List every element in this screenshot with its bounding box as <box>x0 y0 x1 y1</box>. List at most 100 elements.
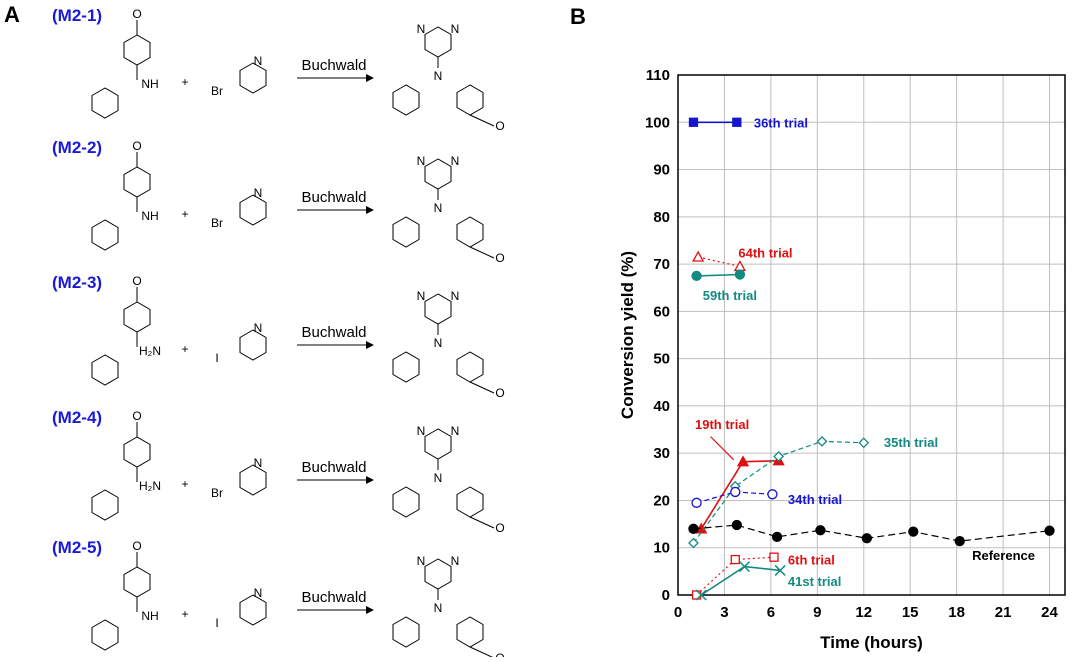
reactant1-ring-bottom <box>91 489 119 521</box>
y-tick-label: 70 <box>653 256 670 273</box>
series-line <box>696 273 740 277</box>
data-point <box>954 535 965 547</box>
reactant1-ring-top <box>123 34 151 66</box>
data-point <box>858 437 870 449</box>
reactant2-ring <box>239 62 267 94</box>
x-axis-title: Time (hours) <box>820 633 923 652</box>
product-methoxy-bond <box>469 246 495 259</box>
series-label: Reference <box>972 548 1035 563</box>
product-phenyl-ring <box>392 351 420 383</box>
product-methoxy-o: O <box>495 386 504 400</box>
x-tick-label: 15 <box>902 604 919 621</box>
reactant1-ring-top <box>123 166 151 198</box>
x-tick-label: 18 <box>948 604 965 621</box>
product-ring-n-label-2: N <box>451 289 460 303</box>
product-anisyl-ring <box>456 216 484 248</box>
reactant1-ring-bottom <box>91 219 119 251</box>
series-label: 64th trial <box>738 245 792 260</box>
data-point <box>736 455 750 467</box>
reaction-arrow-head <box>366 74 374 82</box>
product-pyrimidine-ring <box>424 558 452 590</box>
product-ring-n-label: N <box>417 22 426 36</box>
series-36th-trial: 36th trial <box>688 115 808 130</box>
product-amine-n: N <box>434 69 443 83</box>
product-ring-n-label-2: N <box>451 424 460 438</box>
reactant1-group-label: NH <box>141 609 158 623</box>
reagent-label: Buchwald <box>301 324 366 341</box>
data-point <box>773 451 785 462</box>
product-ring-n-label: N <box>417 289 426 303</box>
product-methoxy-o: O <box>495 251 504 265</box>
reaction-scheme-panel: A (M2-1) O NH + N Br Buchwald N N N O (M2-2) O NH + N Br… <box>4 2 505 662</box>
reaction-label: (M2-4) <box>52 408 102 427</box>
series-64th-trial: 64th trial <box>692 245 793 272</box>
product-phenyl-ring <box>392 486 420 518</box>
x-tick-label: 9 <box>813 604 821 621</box>
data-point <box>771 531 783 543</box>
reactant2-group-label: I <box>215 616 218 630</box>
series-reference: Reference <box>688 519 1055 563</box>
data-point <box>815 525 826 536</box>
product-methoxy-o: O <box>495 521 504 535</box>
data-point <box>739 561 751 573</box>
reactant2-ring <box>239 594 267 626</box>
reactant2-group-label: Br <box>211 84 223 98</box>
plot-frame <box>677 74 1066 596</box>
panel-b-letter: B <box>570 4 586 29</box>
data-point <box>861 533 873 544</box>
data-point <box>692 250 705 262</box>
product-methoxy-bond <box>469 114 495 127</box>
ring-n-label: N <box>254 321 263 335</box>
series-19th-trial: 19th trial <box>695 417 785 534</box>
data-point <box>816 435 828 447</box>
product-methoxy-bond <box>469 381 495 394</box>
reaction-arrow-head <box>366 476 374 484</box>
annotation-arrow <box>710 436 735 461</box>
series-label: 36th trial <box>754 115 808 130</box>
y-axis-title: Conversion yield (%) <box>618 251 637 419</box>
methoxy-o-label: O <box>132 409 141 423</box>
ring-n-label: N <box>254 186 263 200</box>
methoxy-o-label: O <box>132 7 141 21</box>
product-anisyl-ring <box>456 486 484 518</box>
data-point <box>688 117 699 127</box>
product-pyrimidine-ring <box>424 158 452 190</box>
y-tick-label: 40 <box>653 398 670 415</box>
y-tick-label: 100 <box>645 114 670 131</box>
reaction-label: (M2-3) <box>52 273 102 292</box>
reagent-label: Buchwald <box>301 57 366 74</box>
data-point <box>734 269 746 280</box>
reaction-1: (M2-1) O NH + N Br Buchwald N N N O <box>52 6 505 133</box>
product-pyrimidine-ring <box>424 428 452 460</box>
product-pyrimidine-ring <box>424 293 452 325</box>
reactant1-group-label: NH <box>141 77 158 91</box>
series-label: 34th trial <box>788 492 842 507</box>
reaction-scheme-svg: A (M2-1) O NH + N Br Buchwald N N N O (M2-2) O NH + N Br… <box>4 2 505 662</box>
y-tick-label: 60 <box>653 303 670 320</box>
reactant2-group-label: I <box>215 351 218 365</box>
product-methoxy-bond <box>469 516 495 529</box>
reactant1-group-label: H₂N <box>139 479 161 493</box>
product-amine-n: N <box>434 601 443 615</box>
data-point <box>733 260 747 272</box>
reaction-5: (M2-5) O NH + N I Buchwald N N N O <box>52 538 505 662</box>
ring-n-label: N <box>254 54 263 68</box>
product-phenyl-ring <box>392 84 420 116</box>
reactant2-ring <box>239 329 267 361</box>
reaction-arrow-head <box>366 606 374 614</box>
product-pyrimidine-ring <box>424 26 452 58</box>
product-ring-n-label-2: N <box>451 154 460 168</box>
product-phenyl-ring <box>392 216 420 248</box>
panel-a-letter: A <box>4 2 20 27</box>
plus-sign: + <box>181 342 188 356</box>
product-ring-n-label: N <box>417 424 426 438</box>
reaction-label: (M2-1) <box>52 6 102 25</box>
data-point <box>774 564 786 576</box>
reactant1-ring-top <box>123 301 151 333</box>
reactant1-ring-top <box>123 436 151 468</box>
series-label: 41st trial <box>788 574 841 589</box>
data-point <box>688 523 699 534</box>
product-methoxy-o: O <box>495 651 504 657</box>
ring-n-label: N <box>254 456 263 470</box>
product-phenyl-ring <box>392 616 420 648</box>
